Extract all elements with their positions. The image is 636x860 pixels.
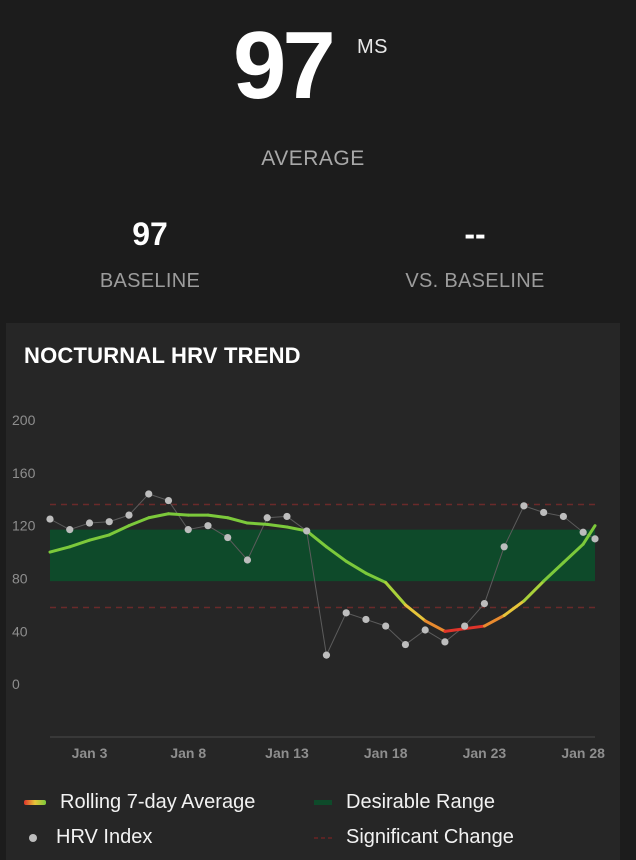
hrv-index-point — [579, 528, 587, 536]
rolling-average-segment — [127, 516, 151, 528]
rolling-average-segment — [226, 516, 249, 525]
x-tick-label: Jan 28 — [561, 745, 605, 761]
x-tick-label: Jan 23 — [463, 745, 507, 761]
rolling-average-segment — [147, 512, 170, 520]
vs-baseline-value: -- — [464, 216, 486, 252]
legend-label: Desirable Range — [346, 791, 495, 813]
rolling-average-segment — [561, 542, 585, 565]
hrv-index-point — [243, 556, 252, 564]
legend-hrv-index: HRV Index — [28, 826, 152, 849]
hrv-index-point — [591, 535, 599, 543]
chart-title: NOCTURNAL HRV TREND — [24, 343, 301, 368]
hrv-index-point — [342, 609, 350, 617]
legend-desirable-range: Desirable Range — [314, 791, 495, 814]
hrv-index-point — [105, 518, 113, 526]
vs-baseline-label: VS. BASELINE — [405, 270, 545, 292]
rolling-average-segment — [463, 624, 486, 631]
y-tick-label: 40 — [12, 623, 28, 639]
hrv-index-point — [184, 526, 192, 534]
rolling-average-segment — [265, 522, 289, 529]
x-tick-label: Jan 18 — [364, 745, 408, 761]
rolling-average-segment — [482, 613, 506, 628]
hrv-index-point — [322, 651, 331, 659]
summary-header: 97 MS AVERAGE 97 BASELINE -- VS. BASELIN… — [0, 0, 636, 320]
rolling-average-segment — [522, 579, 546, 603]
hrv-index-point — [263, 514, 271, 522]
rolling-average-segment — [324, 545, 348, 563]
average-value: 97 — [233, 12, 336, 119]
gradient-line-icon — [24, 799, 46, 805]
y-tick-label: 200 — [12, 412, 36, 428]
rolling-average-segment — [384, 580, 407, 607]
dashed-line-icon — [314, 836, 332, 839]
hrv-index-point — [66, 526, 74, 534]
rolling-average-segment — [364, 571, 388, 584]
hrv-index-point — [125, 511, 133, 519]
hrv-index-point — [520, 502, 528, 510]
rolling-average-segment — [87, 533, 111, 542]
rolling-average-segment — [245, 521, 269, 526]
hrv-index-point — [421, 626, 429, 634]
rolling-average-segment — [166, 512, 190, 517]
hrv-index-point — [382, 622, 390, 630]
rolling-average-segment — [581, 524, 597, 546]
rolling-average-segment — [403, 603, 427, 623]
hrv-index-point — [362, 615, 370, 624]
hrv-index-point — [85, 519, 94, 527]
hrv-index-point — [204, 522, 212, 530]
hrv-index-point — [224, 533, 232, 542]
hrv-index-point — [461, 622, 469, 630]
x-tick-label: Jan 13 — [265, 745, 309, 761]
rolling-average-segment — [423, 619, 447, 633]
hrv-index-point — [500, 543, 508, 551]
baseline-stat: 97 BASELINE — [60, 218, 240, 293]
y-tick-label: 0 — [12, 676, 20, 692]
rolling-average-segment — [68, 538, 91, 549]
green-bar-icon — [314, 799, 332, 805]
baseline-label: BASELINE — [99, 270, 201, 292]
legend-rolling-average: Rolling 7-day Average — [24, 791, 255, 814]
rolling-average-segment — [542, 561, 565, 583]
x-tick-label: Jan 3 — [72, 745, 108, 761]
hrv-index-point — [145, 490, 153, 498]
rolling-average-segment — [206, 513, 230, 520]
legend-label: HRV Index — [56, 826, 153, 848]
hrv-index-point — [164, 496, 173, 505]
rolling-average-segment — [305, 529, 328, 549]
hrv-index-point — [401, 640, 410, 649]
rolling-average-segment — [107, 524, 131, 537]
vs-baseline-stat: -- VS. BASELINE — [385, 218, 565, 293]
average-unit: MS — [357, 36, 388, 58]
legend-label: Significant Change — [346, 826, 514, 848]
hrv-index-point — [46, 515, 54, 523]
x-tick-label: Jan 8 — [170, 745, 206, 761]
hrv-index-point — [441, 638, 449, 646]
dot-icon — [29, 833, 37, 842]
legend-significant-change: Significant Change — [314, 826, 514, 849]
hrv-index-point — [559, 512, 568, 521]
hrv-index-point — [540, 508, 548, 517]
rolling-average-segment — [502, 599, 526, 617]
hrv-index-point — [480, 599, 489, 608]
hrv-index-point — [283, 512, 291, 521]
y-tick-label: 120 — [12, 518, 36, 534]
hrv-trend-chart: 0 40 80 120 160 200 Jan 3 Jan 8 Jan 13 Jan 18 Jan… — [12, 412, 605, 761]
y-tick-label: 80 — [12, 571, 28, 587]
average-label: AVERAGE — [261, 147, 365, 170]
hrv-trend-card: NOCTURNAL HRV TREND 0 40 80 120 160 200 Jan 3… — [6, 323, 620, 860]
rolling-average-segment — [48, 545, 72, 554]
rolling-average-segment — [443, 627, 467, 633]
rolling-average-segment — [344, 559, 368, 575]
baseline-value: 97 — [132, 216, 168, 252]
hrv-index-point — [303, 527, 311, 535]
y-tick-label: 160 — [12, 465, 36, 481]
legend-label: Rolling 7-day Average — [60, 791, 256, 813]
desirable-range-band — [50, 529, 595, 582]
